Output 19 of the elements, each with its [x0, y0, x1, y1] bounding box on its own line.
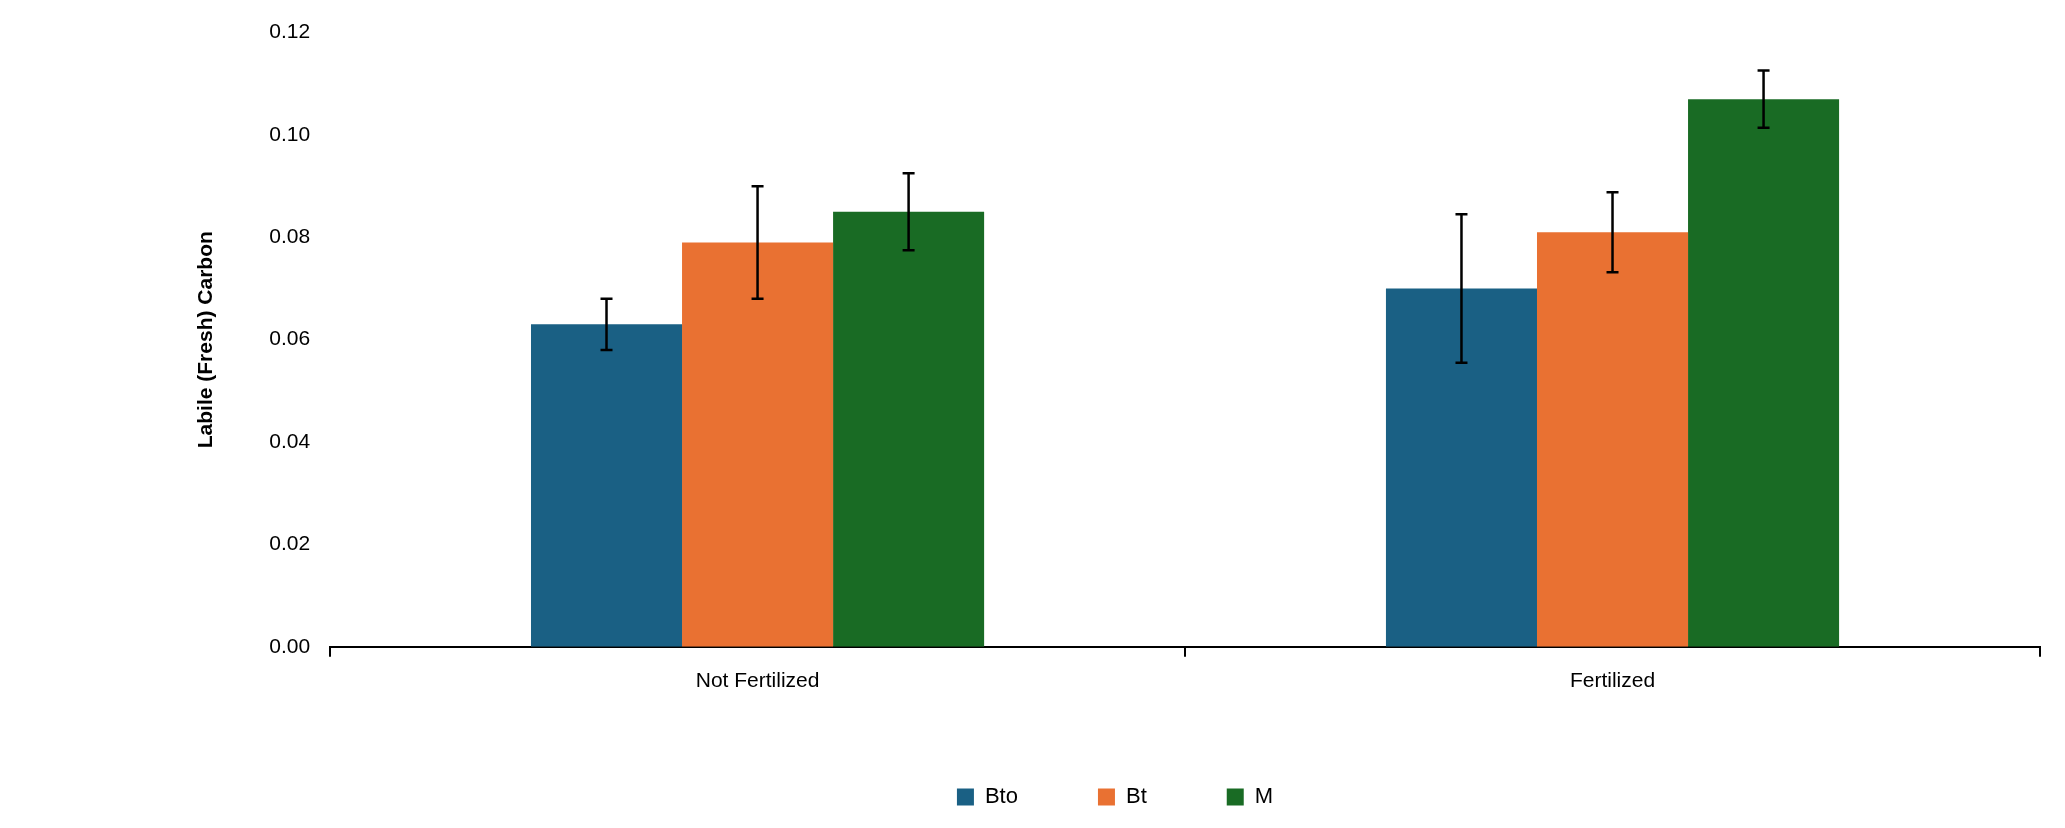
bar [833, 211, 985, 647]
y-axis-title: Labile (Fresh) Carbon [193, 231, 217, 449]
bar [1688, 99, 1840, 647]
y-tick-label: 0.10 [269, 121, 311, 145]
y-tick-label: 0.12 [269, 19, 311, 43]
bar [530, 324, 683, 647]
x-tick-label: Fertilized [1569, 668, 1656, 692]
bar [1385, 288, 1537, 647]
y-tick-label: 0.00 [269, 633, 311, 657]
bar [682, 242, 834, 647]
legend-label: Bto [984, 783, 1018, 809]
bar [1537, 232, 1689, 647]
legend-label: Bt [1125, 783, 1147, 809]
y-tick-label: 0.04 [269, 428, 311, 452]
y-tick-label: 0.02 [269, 531, 311, 555]
y-tick-label: 0.06 [269, 326, 311, 350]
y-tick-label: 0.08 [269, 224, 311, 248]
x-tick-label: Not Fertilized [695, 668, 820, 692]
legend-label: M [1254, 783, 1274, 809]
